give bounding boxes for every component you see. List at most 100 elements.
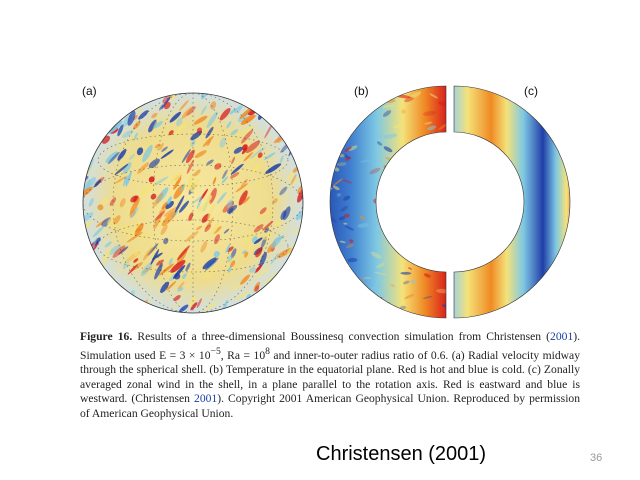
- sphere-texture-streak: [230, 260, 236, 268]
- sphere-texture-streak: [181, 106, 194, 119]
- sphere-texture-streak: [282, 93, 291, 101]
- sphere-texture-streak: [206, 111, 218, 129]
- sphere-texture-streak: [253, 224, 264, 233]
- sphere-texture-streak: [83, 154, 89, 168]
- sphere-texture-streak: [103, 289, 114, 305]
- temperature-texture-streak: [335, 294, 345, 302]
- temperature-texture-streak: [318, 186, 322, 191]
- sphere-texture-streak: [114, 176, 127, 184]
- sphere-texture-streak: [275, 302, 283, 313]
- sphere-texture-streak: [83, 268, 87, 281]
- sphere-texture-streak: [117, 300, 126, 309]
- sphere-texture-streak: [154, 143, 161, 149]
- sphere-texture-streak: [117, 124, 124, 137]
- sphere-texture-streak: [257, 179, 263, 191]
- temperature-texture-streak: [390, 284, 396, 287]
- sphere-texture-streak: [176, 117, 183, 127]
- caption-citation-link[interactable]: 2001: [550, 330, 574, 343]
- sphere-texture-streak: [168, 130, 174, 136]
- sphere-texture-streak: [160, 224, 168, 236]
- temperature-texture-streak: [400, 271, 412, 275]
- sphere-texture-streak: [91, 292, 105, 307]
- temperature-texture-streak: [383, 146, 393, 153]
- sphere-texture-streak: [206, 159, 214, 166]
- sphere-texture-streak: [242, 196, 251, 204]
- sphere-texture-streak: [123, 252, 140, 265]
- temperature-texture-streak: [363, 277, 372, 279]
- sphere-texture-streak: [240, 274, 250, 285]
- temperature-texture-streak: [439, 220, 446, 225]
- sphere-texture-streak: [210, 221, 220, 235]
- sphere-texture-streak: [294, 267, 303, 274]
- sphere-texture-streak: [109, 291, 115, 299]
- sphere-texture-streak: [289, 306, 298, 313]
- temperature-texture-streak: [373, 271, 387, 276]
- sphere-texture-streak: [100, 301, 110, 312]
- sphere-texture-streak: [85, 177, 96, 190]
- sphere-texture-streak: [83, 93, 98, 106]
- sphere-texture-streak: [92, 122, 107, 134]
- temperature-texture-streak: [348, 145, 358, 151]
- sphere-texture-streak: [123, 175, 128, 187]
- temperature-texture-streak: [427, 125, 436, 131]
- temperature-texture-streak: [349, 239, 354, 244]
- temperature-texture-streak: [394, 244, 408, 249]
- temperature-texture-streak: [318, 88, 326, 99]
- sphere-texture-streak: [170, 171, 182, 184]
- sphere-texture-streak: [167, 196, 172, 205]
- temperature-texture-streak: [399, 87, 408, 92]
- sphere-texture-streak: [195, 225, 203, 231]
- sphere-texture-streak: [136, 107, 142, 116]
- temperature-texture-streak: [423, 273, 431, 278]
- sphere-texture-streak: [104, 241, 112, 248]
- sphere-texture-streak: [176, 245, 190, 261]
- sphere-texture-streak: [183, 121, 188, 129]
- temperature-texture-streak: [330, 215, 337, 223]
- temperature-texture-streak: [428, 232, 441, 238]
- sphere-texture-streak: [177, 281, 185, 290]
- temperature-texture-streak: [405, 213, 419, 220]
- sphere-texture-streak: [148, 176, 155, 183]
- sphere-texture-streak: [246, 244, 251, 253]
- temperature-texture-streak: [384, 133, 398, 139]
- sphere-texture-streak: [240, 129, 254, 144]
- sphere-texture-streak: [194, 150, 207, 159]
- temperature-texture-streak: [330, 260, 332, 263]
- sphere-texture-streak: [83, 186, 93, 198]
- temperature-texture-streak: [330, 264, 333, 271]
- sphere-texture-streak: [88, 197, 94, 207]
- temperature-texture-streak: [401, 109, 406, 114]
- sphere-texture-streak: [285, 96, 294, 106]
- temperature-texture-streak: [323, 167, 328, 172]
- sphere-texture-streak: [152, 176, 169, 187]
- sphere-texture-streak: [196, 298, 202, 309]
- sphere-texture-streak: [173, 177, 182, 190]
- sphere-texture-streak: [250, 147, 266, 159]
- sphere-texture-streak: [189, 295, 196, 308]
- temperature-texture-streak: [330, 263, 334, 270]
- sphere-texture-streak: [83, 293, 87, 305]
- temperature-texture-streak: [377, 207, 388, 213]
- sphere-texture-streak: [235, 183, 249, 193]
- caption-text-3: , Ra = 10: [220, 348, 266, 362]
- sphere-texture-streak: [133, 132, 138, 141]
- sphere-texture-streak: [136, 93, 144, 100]
- sphere-texture-streak: [130, 195, 138, 203]
- sphere-texture-streak: [88, 278, 101, 289]
- sphere-texture-streak: [280, 210, 287, 220]
- sphere-texture-streak: [295, 287, 303, 303]
- sphere-texture-streak: [193, 115, 208, 125]
- temperature-texture-streak: [403, 225, 409, 228]
- sphere-texture-streak: [113, 215, 121, 225]
- caption-citation-link-2[interactable]: 2001: [194, 392, 218, 406]
- sphere-texture-streak: [257, 152, 263, 159]
- temperature-texture-streak: [380, 208, 394, 213]
- temperature-texture-streak: [318, 171, 324, 177]
- temperature-texture-streak: [375, 262, 386, 269]
- sphere-texture-streak: [262, 220, 274, 231]
- sphere-texture-streak: [89, 94, 97, 107]
- sphere-texture-streak: [154, 210, 166, 221]
- sphere-texture-streak: [275, 218, 282, 228]
- sphere-texture-streak: [280, 155, 284, 163]
